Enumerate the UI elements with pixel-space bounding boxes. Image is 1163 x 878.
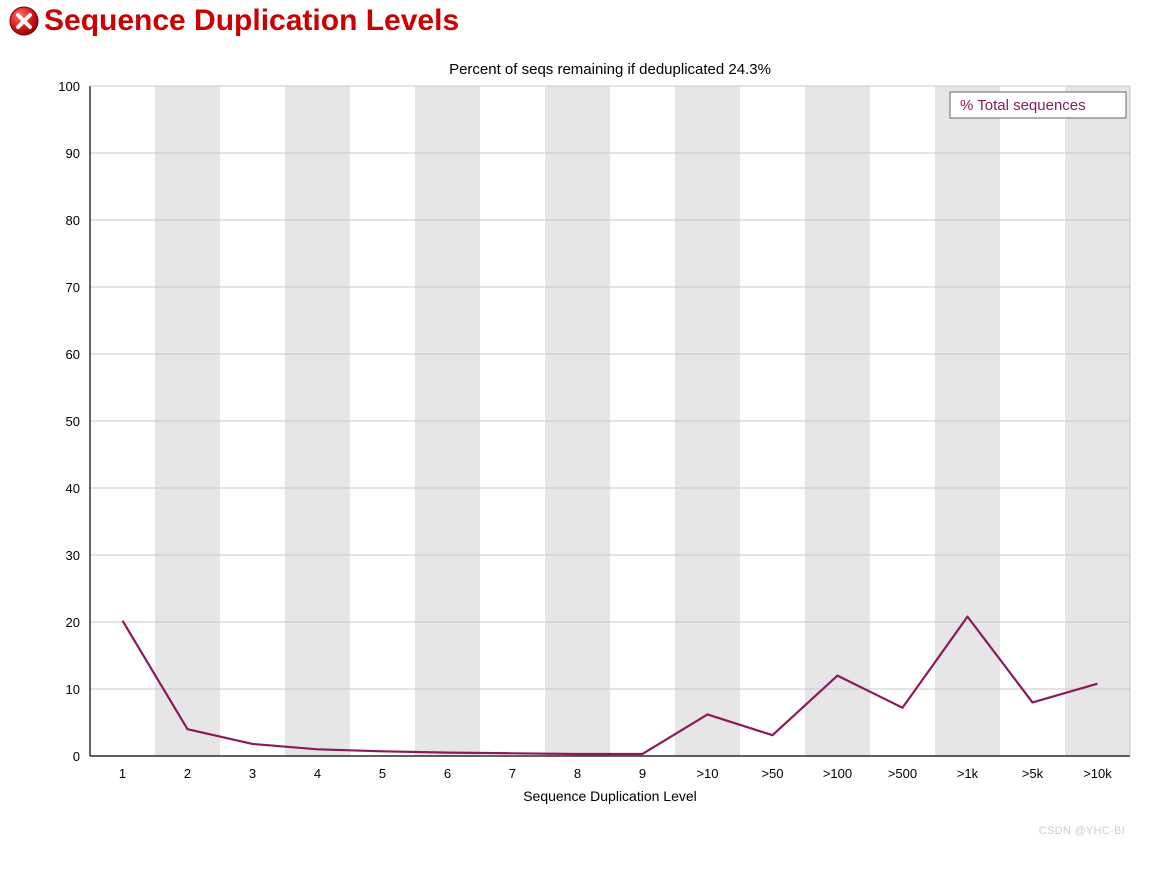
svg-text:9: 9 <box>639 766 646 781</box>
section-header: Sequence Duplication Levels <box>0 0 1163 46</box>
svg-text:40: 40 <box>66 481 80 496</box>
svg-text:Sequence Duplication Level: Sequence Duplication Level <box>523 788 697 804</box>
svg-text:8: 8 <box>574 766 581 781</box>
svg-text:>50: >50 <box>761 766 783 781</box>
svg-text:30: 30 <box>66 548 80 563</box>
svg-text:60: 60 <box>66 347 80 362</box>
svg-text:0: 0 <box>73 749 80 764</box>
watermark: CSDN @YHC-BI <box>1039 825 1125 837</box>
svg-text:50: 50 <box>66 414 80 429</box>
svg-text:>5k: >5k <box>1022 766 1044 781</box>
svg-text:>10: >10 <box>696 766 718 781</box>
svg-text:100: 100 <box>58 79 80 94</box>
svg-text:3: 3 <box>249 766 256 781</box>
svg-text:10: 10 <box>66 682 80 697</box>
svg-text:5: 5 <box>379 766 386 781</box>
svg-text:70: 70 <box>66 280 80 295</box>
svg-text:>1k: >1k <box>957 766 979 781</box>
svg-text:Percent of seqs remaining if d: Percent of seqs remaining if deduplicate… <box>449 61 771 78</box>
fail-status-icon <box>8 5 40 37</box>
svg-text:% Total sequences: % Total sequences <box>960 97 1086 114</box>
section-title: Sequence Duplication Levels <box>44 4 459 38</box>
svg-text:90: 90 <box>66 146 80 161</box>
svg-text:6: 6 <box>444 766 451 781</box>
svg-text:>500: >500 <box>888 766 917 781</box>
svg-text:7: 7 <box>509 766 516 781</box>
svg-text:80: 80 <box>66 213 80 228</box>
svg-text:4: 4 <box>314 766 321 781</box>
svg-text:>10k: >10k <box>1083 766 1112 781</box>
chart-svg: 0 10 20 30 40 50 60 70 80 90 100 1 2 3 4 5 6 7 8 9 >10 >50 >10… <box>20 56 1140 826</box>
svg-text:2: 2 <box>184 766 191 781</box>
duplication-chart: 0 10 20 30 40 50 60 70 80 90 100 1 2 3 4 5 6 7 8 9 >10 >50 >10… <box>20 56 1143 831</box>
svg-text:20: 20 <box>66 615 80 630</box>
svg-text:>100: >100 <box>823 766 852 781</box>
svg-text:1: 1 <box>119 766 126 781</box>
